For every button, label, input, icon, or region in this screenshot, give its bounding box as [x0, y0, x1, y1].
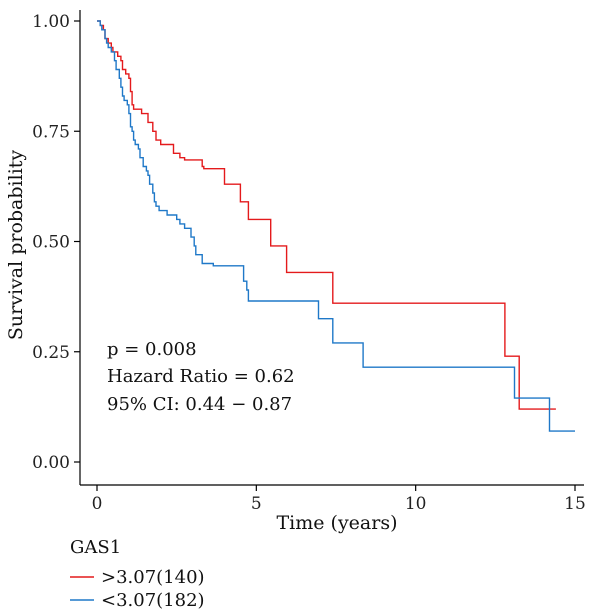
y-tick-label: 0.75 — [32, 122, 70, 142]
y-tick-label: 0.25 — [32, 343, 70, 363]
series-high-line — [97, 20, 556, 410]
x-tick-label: 5 — [251, 494, 262, 514]
y-axis-title: Survival probability — [5, 150, 27, 341]
legend-label-low: <3.07(182) — [101, 590, 205, 611]
series-low-line — [97, 20, 575, 432]
legend-title: GAS1 — [70, 537, 121, 558]
series-layer — [97, 20, 575, 432]
x-tick-label: 10 — [405, 494, 427, 514]
legend: GAS1 >3.07(140) <3.07(182) — [70, 537, 205, 611]
y-tick-label: 1.00 — [32, 12, 70, 32]
x-tick-label: 0 — [92, 494, 103, 514]
p-value-annotation: p = 0.008 — [107, 339, 197, 360]
y-ticks: 0.00 0.25 0.50 0.75 1.00 — [32, 12, 80, 473]
x-axis-title: Time (years) — [276, 512, 397, 534]
legend-label-high: >3.07(140) — [101, 567, 205, 588]
x-tick-label: 15 — [564, 494, 586, 514]
y-tick-label: 0.00 — [32, 453, 70, 473]
x-ticks: 0 5 10 15 — [92, 485, 586, 514]
y-tick-label: 0.50 — [32, 233, 70, 253]
ci-annotation: 95% CI: 0.44 − 0.87 — [107, 394, 292, 415]
hazard-ratio-annotation: Hazard Ratio = 0.62 — [107, 366, 295, 387]
